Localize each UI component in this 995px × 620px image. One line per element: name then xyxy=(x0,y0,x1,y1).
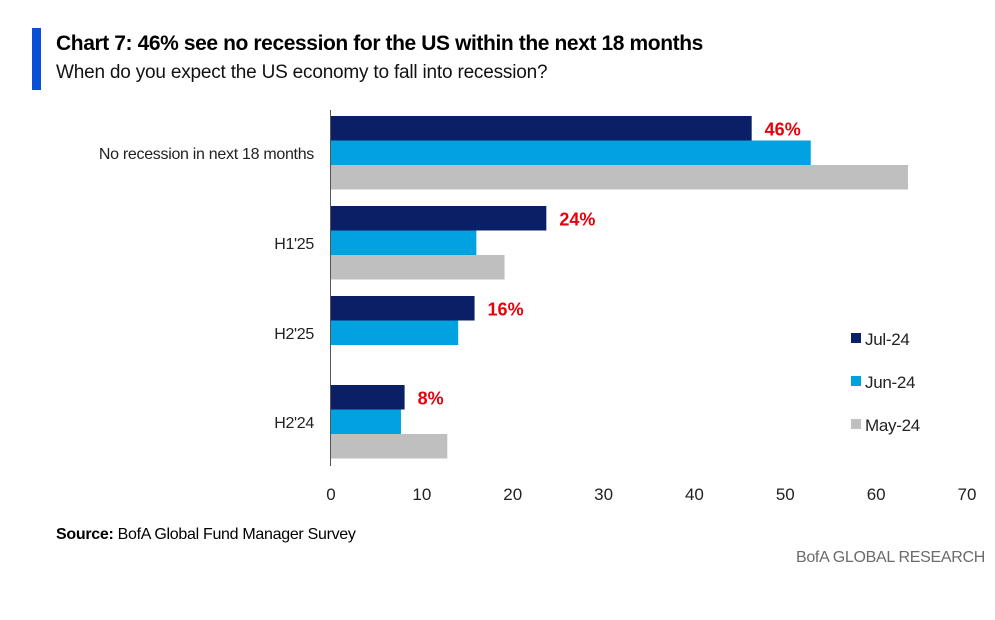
bar-jun-24-0 xyxy=(331,140,811,165)
bar-may-24-3 xyxy=(331,434,448,459)
bar-jul-24-1 xyxy=(331,206,547,231)
x-tick-label: 10 xyxy=(412,485,431,504)
category-label: H2'25 xyxy=(274,326,314,343)
data-label: 24% xyxy=(559,209,595,229)
x-tick-label: 30 xyxy=(594,485,613,504)
x-tick-label: 60 xyxy=(867,485,886,504)
legend-label: Jul-24 xyxy=(865,330,910,349)
data-label: 46% xyxy=(765,119,801,139)
category-label: H2'24 xyxy=(274,415,314,432)
chart-subtitle: When do you expect the US economy to fal… xyxy=(56,62,548,83)
x-tick-label: 20 xyxy=(503,485,522,504)
legend-label: May-24 xyxy=(865,416,920,435)
legend-swatch-jun-24 xyxy=(851,376,861,386)
source-label: Source: xyxy=(56,526,114,543)
legend-label: Jun-24 xyxy=(865,373,915,392)
bar-jul-24-3 xyxy=(331,385,405,410)
x-tick-label: 40 xyxy=(685,485,704,504)
bar-may-24-0 xyxy=(331,165,908,190)
bar-jun-24-2 xyxy=(331,320,459,345)
brand-footer: BofA GLOBAL RESEARCH xyxy=(795,549,985,566)
bar-jun-24-3 xyxy=(331,409,401,434)
category-label: H1'25 xyxy=(274,236,314,253)
bar-may-24-1 xyxy=(331,255,505,280)
source-note: Source: BofA Global Fund Manager Survey xyxy=(56,526,356,544)
x-tick-label: 0 xyxy=(326,485,335,504)
category-label: No recession in next 18 months xyxy=(99,146,314,163)
title-accent-bar xyxy=(32,28,41,90)
legend-swatch-jul-24 xyxy=(851,333,861,343)
data-label: 16% xyxy=(488,299,524,319)
source-text: BofA Global Fund Manager Survey xyxy=(117,526,356,543)
x-tick-label: 50 xyxy=(776,485,795,504)
x-tick-label: 70 xyxy=(958,485,977,504)
bar-jul-24-2 xyxy=(331,296,475,321)
bar-jun-24-1 xyxy=(331,230,477,255)
data-label: 8% xyxy=(418,388,444,408)
legend-swatch-may-24 xyxy=(851,419,861,429)
bar-jul-24-0 xyxy=(331,116,752,141)
chart-title: Chart 7: 46% see no recession for the US… xyxy=(56,32,703,55)
